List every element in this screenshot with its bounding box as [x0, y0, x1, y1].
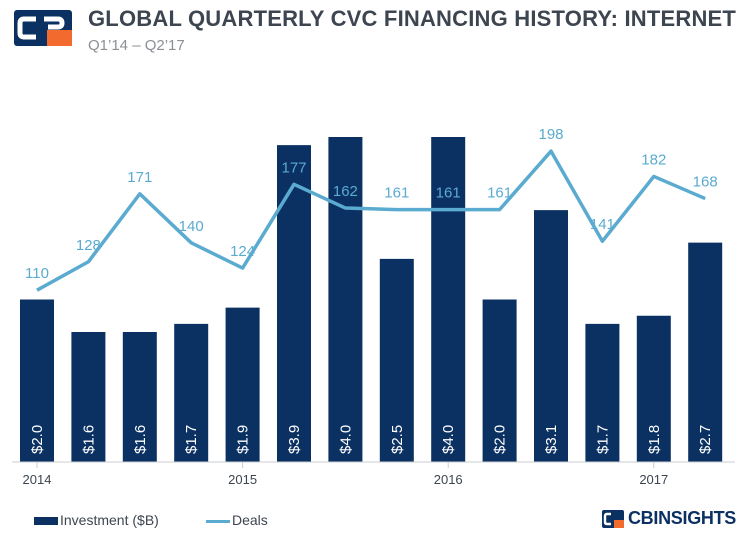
legend-item-investment: Investment ($B): [34, 512, 159, 528]
legend-line-swatch: [206, 519, 230, 523]
investment-bar: [174, 323, 209, 462]
investment-bar: [71, 332, 106, 462]
investment-bar-label: $1.7: [183, 425, 200, 454]
deal-count-label: 198: [538, 126, 563, 143]
deal-count-label: 168: [693, 174, 718, 191]
legend-investment-label: Investment ($B): [60, 512, 159, 528]
deal-count-label: 141: [590, 216, 615, 233]
investment-bar-label: $1.6: [132, 425, 149, 454]
deal-count-label: 182: [641, 151, 666, 168]
deal-count-label: 161: [436, 185, 461, 202]
deal-count-label: 177: [281, 159, 306, 176]
deal-labels: 110 128 171 140 124 177 162 161 161 161 198 141 182 1…: [25, 126, 718, 282]
investment-bar: [328, 137, 363, 462]
investment-bar-label: $4.0: [337, 425, 354, 454]
chart-header: GLOBAL QUARTERLY CVC FINANCING HISTORY: …: [0, 0, 750, 70]
brand-name: CBINSIGHTS: [627, 508, 736, 528]
legend-bar-swatch: [34, 517, 58, 526]
investment-bar-label: $3.1: [543, 425, 560, 454]
investment-bar-label: $2.0: [492, 425, 509, 454]
deals-line: [36, 149, 706, 292]
year-tick-label: 2016: [434, 472, 463, 487]
legend-deals-label: Deals: [232, 512, 268, 528]
investment-bar-label: $2.0: [29, 425, 46, 454]
deal-count-label: 161: [384, 185, 409, 202]
investment-bar: [20, 299, 54, 462]
investment-bar: [688, 242, 723, 462]
deal-count-label: 171: [127, 169, 152, 186]
cb-insights-logo-icon: [14, 10, 72, 46]
chart-title: GLOBAL QUARTERLY CVC FINANCING HISTORY: …: [88, 6, 737, 31]
investment-bar-label: $1.6: [80, 425, 97, 454]
deal-count-label: 110: [25, 265, 49, 282]
deal-count-label: 162: [333, 183, 358, 200]
year-tick-label: 2017: [639, 472, 668, 487]
investment-bar-label: $2.5: [389, 425, 406, 454]
deal-count-label: 140: [179, 218, 204, 235]
investment-bar-label: $4.0: [440, 425, 457, 454]
deal-count-label: 128: [76, 237, 101, 254]
deal-count-label: 124: [230, 243, 255, 260]
year-tick-labels: 2014 2015 2016 2017: [23, 462, 668, 487]
investment-bar-label: $1.8: [646, 425, 663, 454]
legend-item-deals: Deals: [206, 512, 268, 528]
investment-bar: [277, 145, 311, 462]
investment-bar-labels: $2.0 $1.6 $1.6 $1.7 $1.9 $3.9 $4.0 $2.5 $4.0 $2.0…: [29, 425, 714, 454]
deal-count-label: 161: [487, 185, 512, 202]
chart-area: $2.0 $1.6 $1.6 $1.7 $1.9 $3.9 $4.0 $2.5 $4.0 $2.0…: [12, 126, 735, 487]
investment-bar: [225, 307, 260, 462]
cb-insights-mark-icon: [601, 509, 624, 528]
investment-bar: [636, 315, 671, 462]
year-tick-label: 2015: [228, 472, 257, 487]
investment-bar-label: $1.9: [235, 425, 252, 454]
investment-bar: [379, 258, 414, 462]
investment-bar-label: $1.7: [594, 425, 611, 454]
investment-bar: [431, 137, 466, 462]
chart-subtitle: Q1’14 – Q2’17: [88, 37, 185, 54]
brand-footer: CBINSIGHTS: [601, 508, 736, 532]
investment-bar-label: $3.9: [286, 425, 303, 454]
year-tick-label: 2014: [23, 472, 52, 487]
investment-bar-label: $2.7: [697, 425, 714, 454]
investment-bar: [534, 210, 568, 462]
investment-bar: [122, 332, 157, 462]
investment-bar: [585, 323, 620, 462]
investment-bar: [482, 299, 517, 462]
investment-bars: [20, 137, 723, 462]
